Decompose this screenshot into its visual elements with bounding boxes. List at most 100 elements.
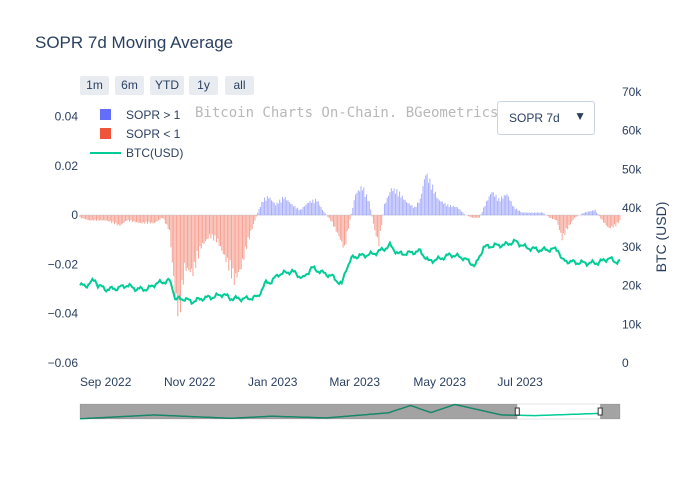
- sopr-bar-positive: [421, 193, 423, 216]
- sopr-bar-positive: [590, 210, 592, 216]
- sopr-bar-negative: [556, 215, 558, 221]
- sopr-bar-negative: [140, 215, 142, 223]
- sopr-bar-negative: [124, 215, 126, 221]
- sopr-bar-positive: [367, 200, 369, 216]
- range-button-ytd[interactable]: YTD: [150, 76, 184, 95]
- range-button-1y[interactable]: 1y: [189, 76, 218, 95]
- sopr-bar-negative: [612, 215, 614, 228]
- sopr-bar-positive: [319, 205, 321, 216]
- range-slider-mask-right: [600, 404, 620, 419]
- sopr-bar-negative: [345, 215, 347, 245]
- range-button-all[interactable]: all: [225, 76, 254, 95]
- range-button-1m[interactable]: 1m: [80, 76, 109, 95]
- sopr-bar-negative: [372, 215, 374, 224]
- legend-label: SOPR > 1: [126, 108, 181, 122]
- sopr-bar-positive: [586, 212, 588, 216]
- sopr-bar-negative: [133, 215, 135, 222]
- sopr-bar-positive: [439, 200, 441, 216]
- sopr-bar-positive: [448, 207, 450, 216]
- sopr-bar-negative: [377, 215, 379, 238]
- sopr-bar-positive: [502, 198, 504, 216]
- sopr-bar-positive: [308, 202, 310, 216]
- sopr-bar-negative: [160, 215, 162, 219]
- sopr-bar-negative: [220, 215, 222, 247]
- sopr-bar-negative: [246, 215, 248, 250]
- sopr-bar-negative: [213, 215, 215, 241]
- sopr-bar-positive: [536, 212, 538, 216]
- range-slider-background: [79, 403, 621, 420]
- sopr-bar-negative: [177, 215, 179, 317]
- sopr-bar-negative: [180, 215, 182, 313]
- sopr-bar-negative: [349, 215, 351, 220]
- sopr-bar-positive: [269, 197, 271, 216]
- sopr-bar-negative: [328, 215, 330, 219]
- sopr-bar-negative: [144, 215, 146, 224]
- sopr-bar-positive: [370, 209, 372, 216]
- y-right-tick-label: 0: [622, 356, 629, 370]
- legend-line-swatch: [90, 152, 121, 154]
- sopr-bar-negative: [208, 215, 210, 235]
- sopr-bar-negative: [473, 215, 475, 218]
- sopr-bar-negative: [96, 215, 98, 221]
- sopr-bar-negative: [242, 215, 244, 259]
- sopr-bar-positive: [481, 212, 483, 216]
- sopr-bar-positive: [415, 207, 417, 216]
- sopr-bar-negative: [248, 215, 250, 240]
- sopr-bar-positive: [295, 208, 297, 216]
- sopr-bar-positive: [455, 206, 457, 216]
- sopr-bar-negative: [602, 215, 604, 223]
- sopr-bar-negative: [335, 215, 337, 232]
- range-button-6m[interactable]: 6m: [115, 76, 144, 95]
- sopr-bar-positive: [353, 200, 355, 216]
- sopr-bar-negative: [598, 215, 600, 217]
- sopr-bar-negative: [199, 215, 201, 247]
- sopr-bar-positive: [385, 202, 387, 216]
- sopr-bar-negative: [618, 215, 620, 223]
- sopr-bar-negative: [82, 215, 84, 219]
- sopr-bar-negative: [250, 215, 252, 231]
- sopr-bar-positive: [368, 201, 370, 216]
- sopr-bar-negative: [90, 215, 92, 221]
- sopr-bar-positive: [490, 194, 492, 216]
- sopr-bar-positive: [462, 212, 464, 216]
- sopr-bar-positive: [582, 213, 584, 216]
- sopr-bar-positive: [305, 204, 307, 216]
- sopr-bar-positive: [321, 209, 323, 216]
- metric-dropdown[interactable]: SOPR 7d ▼: [497, 101, 595, 135]
- sopr-bar-positive: [261, 201, 263, 216]
- sopr-bar-negative: [116, 215, 118, 226]
- y-right-tick-label: 50k: [622, 162, 642, 176]
- sopr-bar-negative: [91, 215, 93, 220]
- y-right-axis-title: BTC (USD): [653, 202, 669, 273]
- range-slider-handle-right[interactable]: [597, 407, 603, 416]
- sopr-bar-negative: [155, 215, 157, 223]
- range-slider-handle-left[interactable]: [514, 407, 520, 416]
- sopr-bar-positive: [382, 214, 384, 216]
- sopr-bar-negative: [619, 215, 621, 220]
- sopr-bar-positive: [350, 213, 352, 216]
- sopr-bar-negative: [228, 215, 230, 271]
- sopr-bar-positive: [294, 205, 296, 216]
- sopr-bar-negative: [108, 215, 110, 222]
- y-left-tick-label: −0.06: [48, 356, 79, 370]
- sopr-bar-positive: [491, 192, 493, 216]
- sopr-bar-positive: [320, 207, 322, 216]
- sopr-bar-positive: [291, 204, 293, 216]
- sopr-bar-positive: [540, 212, 542, 216]
- sopr-bar-positive: [266, 196, 268, 216]
- sopr-bar-negative: [546, 215, 548, 216]
- sopr-bar-negative: [371, 215, 373, 217]
- sopr-bar-positive: [352, 207, 354, 216]
- sopr-bar-positive: [507, 196, 509, 216]
- sopr-bar-positive: [461, 211, 463, 216]
- sopr-bar-negative: [550, 215, 552, 218]
- sopr-bar-positive: [407, 203, 409, 216]
- sopr-bar-negative: [141, 215, 143, 224]
- sopr-bar-positive: [506, 194, 508, 216]
- chevron-down-icon: ▼: [574, 109, 586, 123]
- sopr-bar-positive: [518, 210, 520, 216]
- sopr-bar-negative: [476, 215, 478, 218]
- sopr-bar-positive: [383, 203, 385, 216]
- sopr-bar-positive: [414, 206, 416, 216]
- sopr-bar-positive: [316, 201, 318, 216]
